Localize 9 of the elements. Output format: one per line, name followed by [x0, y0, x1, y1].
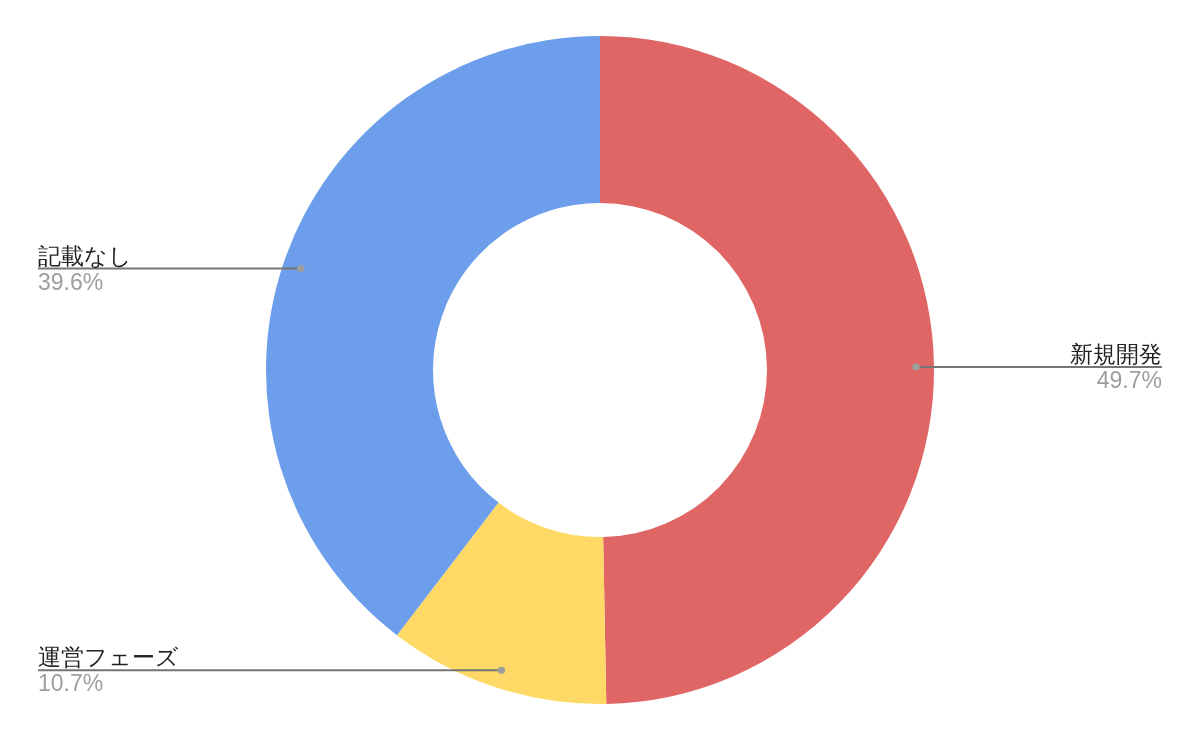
data-label: 39.6% [38, 268, 104, 295]
slice-label: 運営フェーズ [38, 644, 179, 671]
data-label: 49.7% [1096, 367, 1162, 394]
data-label: 10.7% [38, 670, 104, 697]
donut-slice [266, 36, 600, 636]
slice-label: 記載なし [38, 242, 132, 269]
slice-label: 新規開発 [1070, 341, 1162, 368]
donut-slice [600, 36, 934, 704]
donut-slice [396, 502, 607, 704]
